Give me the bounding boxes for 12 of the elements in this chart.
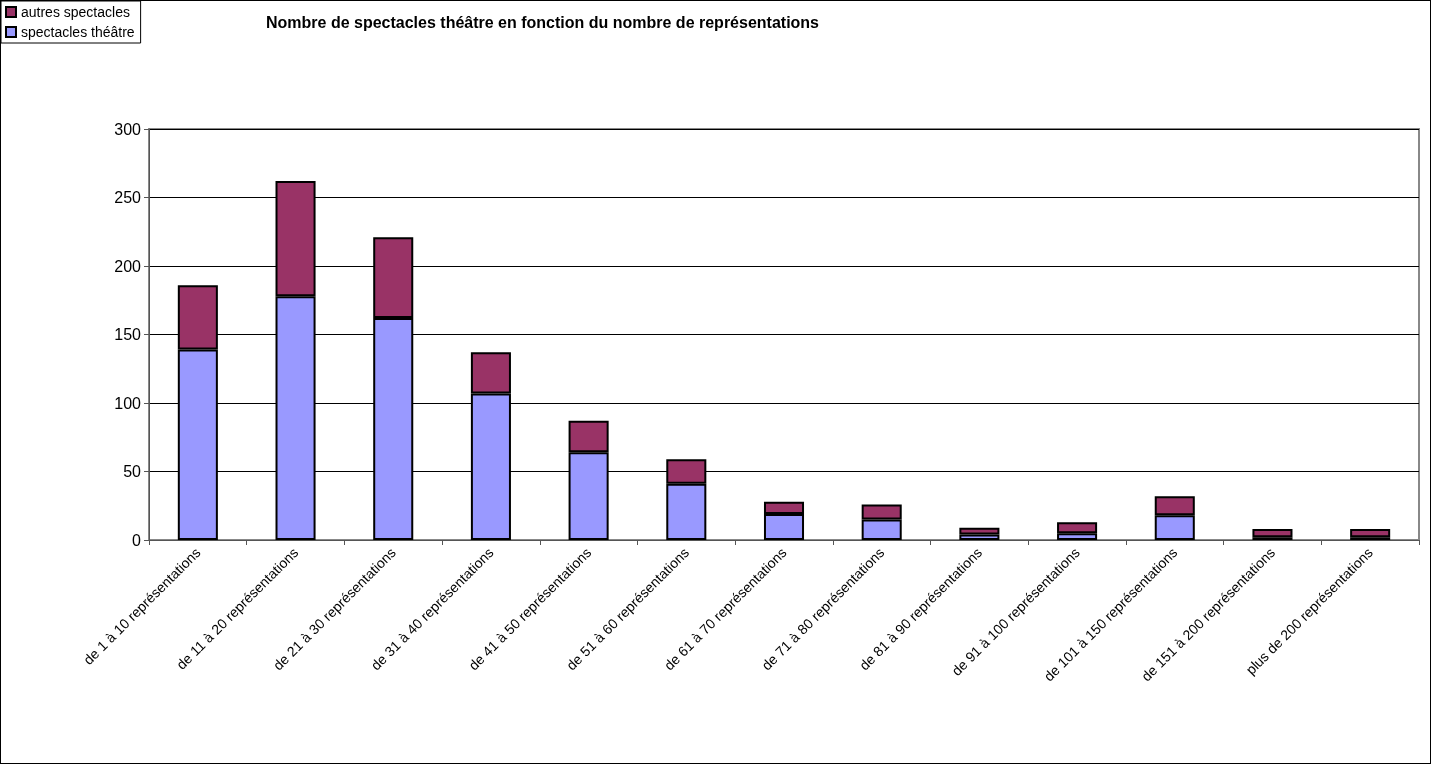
legend-label: spectacles théâtre	[21, 24, 135, 40]
y-tick-label: 100	[114, 394, 142, 412]
bar	[1350, 529, 1391, 538]
chart-title: Nombre de spectacles théâtre en fonction du nombre de représentations	[266, 13, 820, 31]
bar	[1252, 529, 1293, 538]
y-tick-label: 150	[114, 326, 142, 343]
y-tick-label: 300	[114, 120, 142, 138]
legend-label: autres spectacles	[21, 4, 130, 20]
y-tick-label: 50	[123, 463, 142, 480]
y-tick-label: 250	[114, 189, 142, 206]
y-tick-label: 200	[114, 257, 142, 275]
y-tick-label: 0	[132, 531, 142, 549]
